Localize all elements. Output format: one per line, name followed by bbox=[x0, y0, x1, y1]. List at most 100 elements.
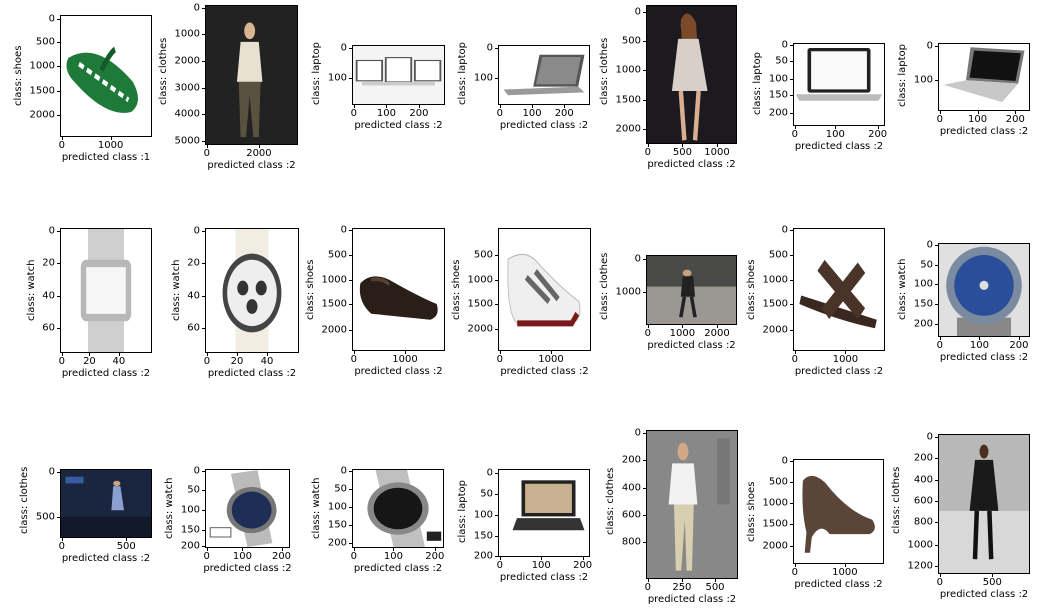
y-tick-mark bbox=[202, 87, 205, 89]
y-tick-mark bbox=[495, 514, 498, 516]
image-frame bbox=[938, 243, 1030, 337]
y-tick-mark bbox=[935, 457, 938, 459]
x-tick-label: 500 bbox=[116, 541, 136, 552]
x-tick-label: 200 bbox=[1009, 340, 1029, 351]
x-tick-label: 100 bbox=[969, 340, 989, 351]
x-tick-label: 200 bbox=[425, 551, 445, 562]
x-tick-label: 0 bbox=[791, 567, 798, 578]
y-tick-label: 1000 bbox=[174, 28, 200, 40]
y-tick-mark bbox=[495, 535, 498, 537]
y-tick-mark bbox=[790, 482, 793, 484]
x-tick-label: 100 bbox=[522, 108, 542, 119]
x-tick-mark bbox=[258, 145, 260, 148]
y-tick-mark bbox=[202, 490, 205, 492]
y-tick-label: 2000 bbox=[174, 55, 200, 67]
class-label: class: shoes bbox=[746, 259, 758, 320]
y-tick-label: 1000 bbox=[762, 497, 788, 509]
x-tick-label: 0 bbox=[58, 140, 66, 151]
x-tick-mark bbox=[716, 325, 718, 328]
x-tick-mark bbox=[499, 557, 501, 560]
x-tick-mark bbox=[532, 105, 534, 108]
x-tick-label: 100 bbox=[968, 114, 988, 125]
y-tick-label: 0 bbox=[634, 427, 641, 439]
y-tick-label: 400 bbox=[621, 482, 641, 494]
x-tick-mark bbox=[61, 353, 63, 356]
image-frame bbox=[60, 469, 152, 538]
class-label: class: clothes bbox=[891, 466, 903, 534]
y-tick-mark bbox=[643, 70, 646, 72]
y-tick-mark bbox=[790, 78, 793, 80]
x-tick-label: 0 bbox=[936, 340, 944, 351]
y-tick-label: 2000 bbox=[615, 123, 641, 135]
image-frame bbox=[646, 255, 737, 325]
x-tick-label: 100 bbox=[376, 108, 396, 119]
y-tick-label: 60 bbox=[42, 322, 55, 334]
x-tick-mark bbox=[118, 353, 120, 356]
class-label: class: clothes bbox=[605, 467, 617, 535]
y-tick-label: 200 bbox=[913, 318, 933, 330]
image-frame bbox=[793, 459, 884, 564]
y-tick-mark bbox=[202, 7, 205, 9]
y-tick-label: 500 bbox=[768, 249, 788, 261]
x-tick-mark bbox=[877, 126, 879, 129]
x-tick-mark bbox=[647, 325, 649, 328]
y-tick-mark bbox=[349, 279, 352, 281]
product-image bbox=[61, 16, 151, 136]
x-tick-mark bbox=[647, 144, 649, 147]
image-frame bbox=[498, 228, 591, 351]
class-label: class: watch bbox=[164, 477, 176, 539]
class-label: class: shoes bbox=[305, 259, 317, 320]
y-tick-label: 0 bbox=[48, 13, 55, 25]
y-tick-label: 0 bbox=[340, 42, 347, 54]
x-tick-label: 200 bbox=[554, 108, 574, 119]
y-tick-mark bbox=[790, 461, 793, 463]
x-tick-mark bbox=[845, 351, 847, 354]
class-label: class: watch bbox=[897, 258, 909, 320]
x-tick-label: 250 bbox=[672, 582, 692, 593]
y-tick-mark bbox=[349, 470, 352, 472]
y-tick-mark bbox=[202, 546, 205, 548]
y-tick-mark bbox=[643, 41, 646, 43]
y-tick-label: 1500 bbox=[467, 298, 493, 310]
y-tick-mark bbox=[349, 78, 352, 79]
y-tick-mark bbox=[202, 61, 205, 62]
y-tick-mark bbox=[202, 230, 205, 232]
y-tick-mark bbox=[790, 524, 793, 526]
x-tick-label: 40 bbox=[260, 356, 274, 367]
predicted-class-label: predicted class :2 bbox=[647, 594, 737, 605]
product-image bbox=[647, 256, 736, 324]
y-tick-mark bbox=[935, 244, 938, 246]
predicted-class-label: predicted class :2 bbox=[354, 120, 443, 131]
image-frame bbox=[60, 15, 152, 137]
y-tick-label: 50 bbox=[920, 259, 933, 271]
y-tick-mark bbox=[349, 304, 352, 306]
class-label: class: shoes bbox=[746, 481, 758, 542]
y-tick-label: 2000 bbox=[762, 540, 788, 552]
x-tick-label: 0 bbox=[644, 582, 652, 593]
predicted-class-label: predicted class :1 bbox=[61, 152, 151, 163]
y-tick-label: 200 bbox=[768, 107, 788, 119]
x-tick-label: 100 bbox=[383, 551, 403, 562]
class-label: class: laptop bbox=[457, 41, 469, 105]
y-tick-mark bbox=[57, 18, 60, 20]
x-tick-label: 40 bbox=[112, 356, 126, 367]
image-frame bbox=[205, 5, 298, 145]
x-tick-mark bbox=[794, 564, 796, 567]
x-tick-label: 0 bbox=[203, 356, 211, 367]
y-tick-mark bbox=[790, 304, 793, 306]
product-image bbox=[206, 229, 298, 352]
x-tick-label: 1000 bbox=[538, 354, 564, 365]
product-image bbox=[647, 431, 737, 578]
x-tick-label: 0 bbox=[936, 114, 944, 125]
x-tick-mark bbox=[206, 353, 208, 356]
product-image bbox=[499, 229, 590, 350]
product-image bbox=[939, 244, 1029, 336]
x-tick-label: 0 bbox=[58, 356, 66, 367]
y-tick-label: 0 bbox=[486, 42, 493, 54]
class-label: class: watch bbox=[170, 259, 182, 321]
x-tick-label: 1000 bbox=[97, 140, 124, 151]
predicted-class-label: predicted class :2 bbox=[794, 579, 883, 590]
y-tick-label: 50 bbox=[187, 484, 200, 496]
y-tick-mark bbox=[57, 328, 60, 329]
image-frame bbox=[60, 228, 152, 353]
